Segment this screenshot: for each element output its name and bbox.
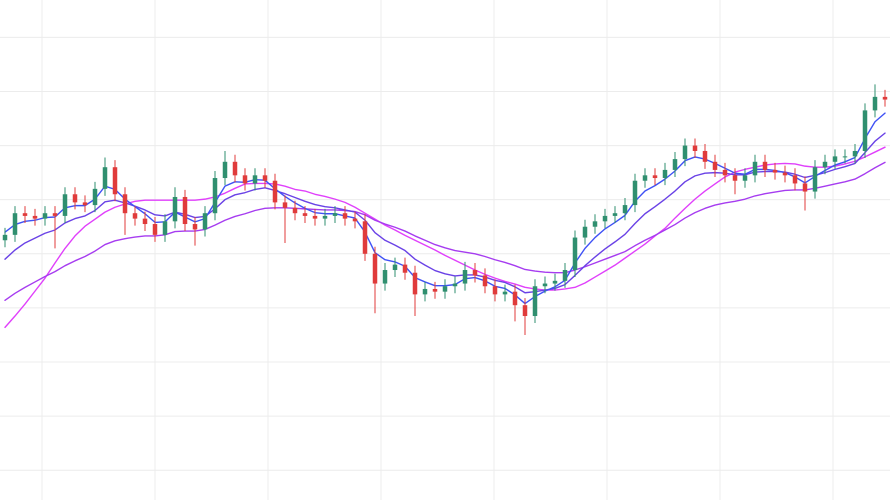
candle-body bbox=[802, 183, 808, 192]
candle-body bbox=[642, 175, 648, 181]
candle-body bbox=[92, 188, 98, 206]
candle-body bbox=[492, 286, 498, 295]
moving-average-line bbox=[4, 132, 886, 294]
candle-body bbox=[242, 175, 248, 184]
candle-body bbox=[722, 169, 728, 176]
candle-body bbox=[2, 234, 8, 241]
candle-body bbox=[402, 264, 408, 273]
candle-body bbox=[142, 218, 148, 225]
candle-body bbox=[222, 161, 228, 179]
candle-body bbox=[232, 161, 238, 176]
candle-body bbox=[392, 264, 398, 271]
candle-body bbox=[472, 270, 478, 276]
candle-body bbox=[522, 305, 528, 317]
candle-body bbox=[592, 221, 598, 227]
candle-body bbox=[482, 275, 488, 287]
candle-body bbox=[532, 286, 538, 317]
candle-body bbox=[452, 283, 458, 287]
candle-body bbox=[872, 96, 878, 111]
candle-body bbox=[22, 213, 28, 216]
candle-body bbox=[502, 291, 508, 295]
candle-body bbox=[852, 150, 858, 157]
candle-body bbox=[162, 221, 168, 235]
candle-body bbox=[112, 167, 118, 195]
candle-body bbox=[212, 178, 218, 214]
moving-average-line bbox=[4, 161, 886, 302]
candle-body bbox=[662, 169, 668, 179]
candle-body bbox=[362, 221, 368, 254]
candle-body bbox=[12, 213, 18, 235]
candle-body bbox=[652, 175, 658, 179]
candle-body bbox=[282, 202, 288, 208]
candle-body bbox=[582, 226, 588, 238]
candle-body bbox=[192, 224, 198, 230]
candle-body bbox=[102, 167, 108, 189]
candle-body bbox=[882, 96, 888, 100]
candle-body bbox=[332, 213, 338, 216]
candle-body bbox=[262, 175, 268, 181]
candle-body bbox=[612, 213, 618, 216]
candle-body bbox=[732, 175, 738, 181]
candle-body bbox=[752, 161, 758, 176]
candle-body bbox=[42, 213, 48, 219]
candle-body bbox=[552, 280, 558, 284]
candle-body bbox=[712, 161, 718, 170]
candle-body bbox=[252, 175, 258, 184]
candle-body bbox=[542, 283, 548, 287]
candle-body bbox=[62, 194, 68, 216]
candle-body bbox=[842, 156, 848, 158]
candle-body bbox=[432, 288, 438, 292]
candle-body bbox=[292, 207, 298, 214]
candle-body bbox=[772, 169, 778, 173]
candle-body bbox=[342, 213, 348, 219]
candle-body bbox=[52, 213, 58, 216]
candle-body bbox=[462, 270, 468, 284]
candle-body bbox=[832, 156, 838, 162]
candle-body bbox=[562, 270, 568, 281]
candle-body bbox=[312, 215, 318, 219]
candle-body bbox=[32, 215, 38, 219]
candle-body bbox=[672, 159, 678, 170]
candle-body bbox=[302, 213, 308, 216]
candle-body bbox=[572, 237, 578, 271]
candle-body bbox=[862, 110, 868, 151]
candle-body bbox=[322, 215, 328, 219]
candle-body bbox=[702, 150, 708, 162]
candle-body bbox=[782, 172, 788, 176]
candle-body bbox=[692, 145, 698, 151]
candle-body bbox=[822, 161, 828, 168]
candle-body bbox=[352, 218, 358, 222]
candle-body bbox=[422, 288, 428, 295]
candles bbox=[2, 84, 888, 335]
candle-body bbox=[82, 202, 88, 206]
candle-body bbox=[382, 270, 388, 284]
candle-body bbox=[682, 145, 688, 160]
candle-body bbox=[372, 253, 378, 284]
candle-body bbox=[512, 291, 518, 306]
candle-body bbox=[72, 194, 78, 203]
candle-body bbox=[182, 196, 188, 225]
candle-body bbox=[272, 180, 278, 203]
candle-body bbox=[412, 272, 418, 295]
candle-body bbox=[442, 286, 448, 292]
candle-body bbox=[812, 167, 818, 192]
candle-body bbox=[742, 175, 748, 181]
candle-body bbox=[602, 215, 608, 222]
candle-body bbox=[122, 194, 128, 214]
candle-body bbox=[792, 175, 798, 184]
candle-body bbox=[632, 180, 638, 206]
candle-body bbox=[152, 224, 158, 235]
moving-average-line bbox=[4, 146, 886, 329]
candle-body bbox=[622, 205, 628, 214]
candle-body bbox=[132, 213, 138, 219]
candle-body bbox=[202, 213, 208, 230]
candle-body bbox=[762, 161, 768, 170]
candle-body bbox=[172, 196, 178, 222]
